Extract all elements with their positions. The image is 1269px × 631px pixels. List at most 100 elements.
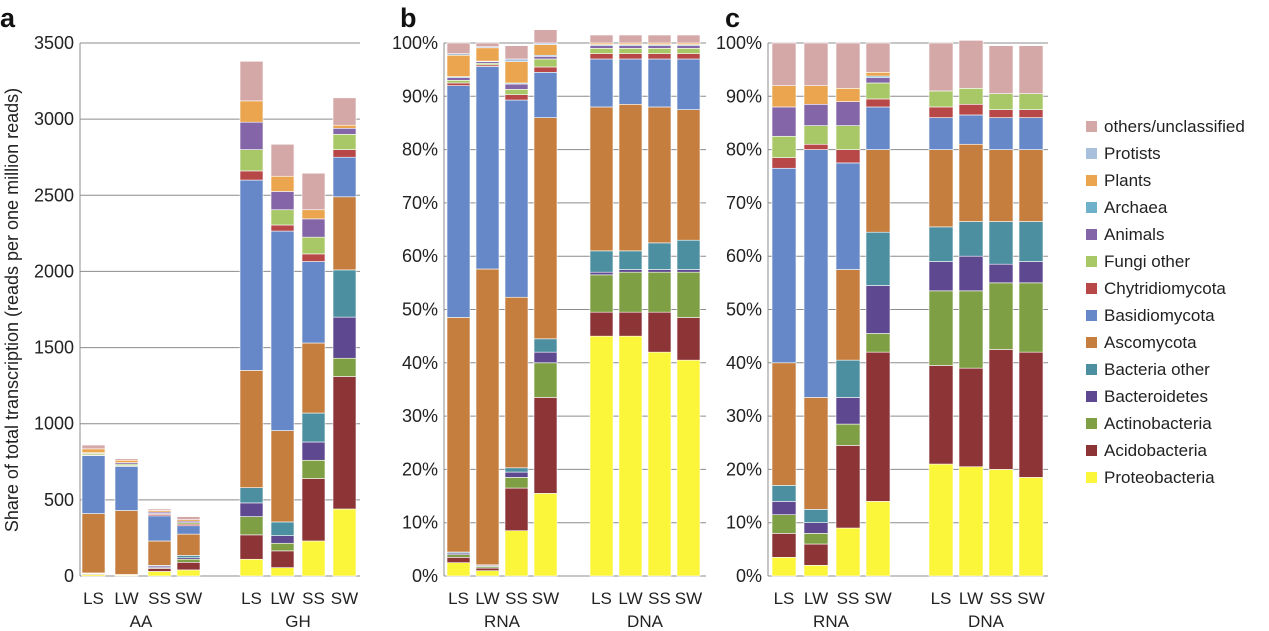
bar-segment-chytridiomycota	[647, 53, 672, 60]
bar-segment-fungi-other	[771, 135, 797, 158]
y-tick-label: 3500	[34, 33, 74, 53]
y-tick-label: 40%	[726, 353, 762, 373]
bar-segment-bacteria-other	[504, 467, 529, 473]
legend-swatch	[1086, 256, 1097, 267]
y-tick-label: 100%	[392, 33, 438, 53]
bar-segment-bacteroidetes	[301, 441, 326, 461]
bar-segment-proteobacteria	[475, 570, 500, 577]
bar-segment-animals	[676, 45, 701, 49]
legend-label: Ascomycota	[1104, 333, 1197, 352]
x-category-label: SS	[990, 589, 1013, 608]
bar-segment-others-unclassified	[147, 508, 172, 511]
bar-segment-fungi-other	[446, 80, 471, 84]
legend-label: Plants	[1104, 171, 1151, 190]
bar-segment-bacteroidetes	[332, 316, 357, 359]
bar-segment-proteobacteria	[176, 569, 201, 577]
bar-segment-acidobacteria	[835, 445, 861, 529]
legend-label: Archaea	[1104, 198, 1168, 217]
bar-segment-acidobacteria	[803, 543, 829, 566]
y-tick-label: 0%	[736, 566, 762, 586]
legend-label: Animals	[1104, 225, 1164, 244]
y-tick-label: 2500	[34, 185, 74, 205]
bar-segment-others-unclassified	[239, 60, 264, 102]
legend-swatch	[1086, 175, 1097, 186]
panel-letter: a	[0, 3, 16, 33]
x-category-label: LS	[591, 589, 612, 608]
bar-segment-others-unclassified	[803, 42, 829, 86]
y-tick-label: 70%	[726, 193, 762, 213]
bar-segment-ascomycota	[176, 533, 201, 556]
bar-segment-proteobacteria	[147, 571, 172, 577]
bar-segment-proteobacteria	[618, 335, 643, 577]
bar-segment-basidiomycota	[147, 515, 172, 542]
bar-segment-bacteroidetes	[928, 261, 954, 292]
bar-segment-acidobacteria	[928, 365, 954, 465]
legend-swatch	[1086, 310, 1097, 321]
legend-swatch	[1086, 148, 1097, 159]
bar-segment-others-unclassified	[81, 444, 106, 450]
bar-segment-acidobacteria	[1018, 351, 1044, 478]
bar-segment-fungi-other	[676, 48, 701, 54]
bar-segment-proteobacteria	[533, 493, 558, 577]
bar-segment-acidobacteria	[446, 557, 471, 563]
bar-segment-others-unclassified	[988, 45, 1014, 94]
x-group-label: DNA	[968, 612, 1005, 631]
bar-segment-basidiomycota	[533, 72, 558, 118]
x-category-label: SW	[1017, 589, 1044, 608]
legend-swatch	[1086, 364, 1097, 375]
legend-label: Bacteroidetes	[1104, 387, 1208, 406]
bar-segment-chytridiomycota	[835, 149, 861, 164]
bar-segment-fungi-other	[958, 88, 984, 105]
bar-segment-ascomycota	[446, 317, 471, 553]
bar-segment-plants	[270, 175, 295, 192]
bar-segment-bacteria-other	[958, 221, 984, 257]
legend-label: Protists	[1104, 144, 1161, 163]
bar-segment-bacteroidetes	[270, 535, 295, 544]
x-category-label: SW	[864, 589, 891, 608]
y-tick-label: 50%	[726, 300, 762, 320]
bar-segment-proteobacteria	[239, 558, 264, 577]
x-category-label: LW	[270, 589, 294, 608]
bar-segment-others-unclassified	[1018, 45, 1044, 94]
bar-segment-others-unclassified	[676, 34, 701, 44]
bar-segment-chytridiomycota	[270, 224, 295, 232]
bar-segment-others-unclassified	[332, 97, 357, 126]
bar-segment-proteobacteria	[928, 463, 954, 577]
bar-segment-acidobacteria	[958, 367, 984, 468]
bar-segment-chytridiomycota	[928, 106, 954, 118]
bar-segment-ascomycota	[114, 510, 139, 575]
bar-segment-basidiomycota	[988, 117, 1014, 150]
bar-segment-fungi-other	[533, 58, 558, 68]
bar-segment-ascomycota	[504, 296, 529, 469]
bar-segment-actinobacteria	[332, 357, 357, 377]
bar-segment-basidiomycota	[647, 58, 672, 108]
bar-segment-bacteria-other	[676, 239, 701, 270]
bar-segment-chytridiomycota	[301, 253, 326, 262]
bar-segment-fungi-other	[301, 236, 326, 255]
legend-label: Bacteria other	[1104, 360, 1210, 379]
y-tick-label: 80%	[726, 140, 762, 160]
bar-segment-animals	[835, 101, 861, 126]
bar-segment-basidiomycota	[771, 167, 797, 364]
bar-segment-actinobacteria	[270, 542, 295, 552]
bar-segment-acidobacteria	[988, 349, 1014, 470]
bar-segment-basidiomycota	[865, 106, 891, 150]
bar-segment-proteobacteria	[504, 530, 529, 577]
bar-segment-ascomycota	[988, 149, 1014, 222]
bar-segment-actinobacteria	[771, 514, 797, 534]
bar-segment-ascomycota	[928, 149, 954, 228]
bar-segment-acidobacteria	[676, 317, 701, 361]
y-axis-title: Share of total transcription (reads per …	[2, 88, 22, 532]
y-tick-label: 3000	[34, 109, 74, 129]
bar-segment-chytridiomycota	[803, 143, 829, 150]
bar-segment-ascomycota	[147, 540, 172, 566]
bar-segment-animals	[865, 77, 891, 84]
bar-segment-basidiomycota	[676, 58, 701, 110]
bar-segment-animals	[533, 56, 558, 60]
bar-segment-basidiomycota	[239, 179, 264, 371]
x-category-label: LS	[448, 589, 469, 608]
bar-segment-others-unclassified	[176, 516, 201, 520]
legend-swatch	[1086, 337, 1097, 348]
bar-segment-bacteria-other	[988, 221, 1014, 265]
